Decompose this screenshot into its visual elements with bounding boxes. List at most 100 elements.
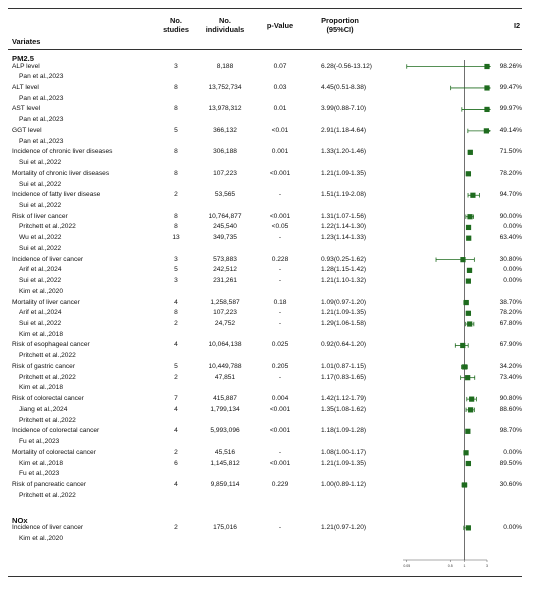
study-label: Sui et al.,2022 bbox=[19, 201, 62, 209]
i2-value: 78.20% bbox=[499, 169, 522, 177]
i2-value: 0.00% bbox=[503, 266, 522, 274]
point-estimate bbox=[463, 450, 469, 456]
point-estimate bbox=[460, 257, 466, 263]
studies-value: 2 bbox=[174, 191, 178, 199]
x-tick-label: 1 bbox=[463, 564, 465, 568]
i2-value: 0.00% bbox=[503, 277, 522, 285]
individuals-value: 45,516 bbox=[214, 448, 236, 456]
proportion-ci: 6.28(-0.56-13.12) bbox=[321, 62, 372, 70]
proportion-ci: 1.22(1.14-1.30) bbox=[321, 223, 367, 231]
study-label: Wu et al.,2022 bbox=[19, 234, 62, 242]
i2-value: 78.20% bbox=[499, 309, 522, 317]
studies-value: 2 bbox=[174, 448, 178, 456]
studies-value: 4 bbox=[174, 298, 178, 306]
study-label: Kim et al.,2020 bbox=[19, 287, 63, 295]
individuals-value: 242,512 bbox=[213, 266, 237, 274]
pvalue-value: 0.001 bbox=[271, 148, 289, 156]
i2-value: 71.50% bbox=[499, 148, 522, 156]
point-estimate bbox=[463, 299, 469, 306]
studies-value: 4 bbox=[174, 405, 178, 413]
pvalue-value: - bbox=[278, 266, 282, 274]
proportion-ci: 1.28(1.15-1.42) bbox=[321, 266, 367, 274]
outcome-label: Risk of liver cancer bbox=[12, 212, 68, 220]
studies-value: 7 bbox=[174, 395, 178, 403]
study-label: Jiang et al.,2024 bbox=[19, 405, 68, 413]
study-label: Sui et al.,2022 bbox=[19, 244, 62, 252]
studies-value: 2 bbox=[174, 523, 178, 531]
studies-value: 8 bbox=[174, 148, 178, 156]
header-proportion: Proportion (95%CI) bbox=[321, 16, 359, 34]
proportion-ci: 1.31(1.07-1.56) bbox=[321, 212, 367, 220]
individuals-value: 573,883 bbox=[213, 255, 237, 263]
study-label: Pritchett et al.,2022 bbox=[19, 491, 76, 499]
i2-value: 99.47% bbox=[499, 83, 522, 91]
pvalue-value: <0.001 bbox=[269, 405, 291, 413]
pvalue-value: - bbox=[278, 320, 282, 328]
outcome-label: Incidence of liver cancer bbox=[12, 255, 84, 263]
proportion-ci: 1.09(0.97-1.20) bbox=[321, 298, 367, 306]
i2-value: 99.97% bbox=[499, 105, 522, 113]
point-estimate bbox=[462, 364, 468, 370]
header-rule bbox=[8, 49, 522, 50]
study-label: Pritchett et al.,2022 bbox=[19, 223, 76, 231]
individuals-value: 349,735 bbox=[213, 234, 237, 242]
pvalue-value: - bbox=[278, 234, 282, 242]
pvalue-value: - bbox=[278, 277, 282, 285]
individuals-value: 5,993,096 bbox=[210, 427, 240, 435]
studies-value: 3 bbox=[174, 277, 178, 285]
individuals-value: 10,764,877 bbox=[208, 212, 242, 220]
top-rule bbox=[8, 8, 522, 9]
proportion-ci: 1.21(1.10-1.32) bbox=[321, 277, 367, 285]
individuals-value: 13,752,734 bbox=[208, 83, 242, 91]
point-estimate bbox=[465, 375, 471, 381]
studies-value: 6 bbox=[174, 459, 178, 467]
proportion-ci: 1.29(1.06-1.58) bbox=[321, 320, 367, 328]
pvalue-value: <0.001 bbox=[269, 427, 291, 435]
point-estimate bbox=[466, 235, 472, 241]
study-label: Pritchett et al.,2022 bbox=[19, 352, 76, 360]
point-estimate bbox=[465, 428, 471, 434]
study-label: Pan et al.,2023 bbox=[19, 116, 64, 124]
point-estimate bbox=[460, 342, 466, 349]
study-label: Pan et al.,2023 bbox=[19, 137, 64, 145]
pvalue-value: - bbox=[278, 309, 282, 317]
study-label: Pritchett et al.,2022 bbox=[19, 416, 76, 424]
point-estimate bbox=[465, 171, 471, 177]
study-label: Arif et al.,2024 bbox=[19, 309, 62, 317]
proportion-ci: 4.45(0.51-8.38) bbox=[321, 83, 367, 91]
outcome-label: Incidence of chronic liver diseases bbox=[12, 148, 113, 156]
studies-value: 2 bbox=[174, 373, 178, 381]
individuals-value: 24,752 bbox=[214, 320, 236, 328]
study-label: Sui et al.,2022 bbox=[19, 159, 62, 167]
proportion-ci: 1.21(1.09-1.35) bbox=[321, 459, 367, 467]
i2-value: 67.80% bbox=[499, 320, 522, 328]
individuals-value: 1,799,134 bbox=[210, 405, 240, 413]
outcome-label: Incidence of liver cancer bbox=[12, 523, 84, 531]
i2-value: 89.50% bbox=[499, 459, 522, 467]
outcome-label: Risk of colorectal cancer bbox=[12, 395, 84, 403]
i2-value: 88.60% bbox=[499, 405, 522, 413]
individuals-value: 231,261 bbox=[213, 277, 237, 285]
study-label: Arif et al.,2024 bbox=[19, 266, 62, 274]
i2-value: 90.00% bbox=[499, 212, 522, 220]
individuals-value: 245,540 bbox=[213, 223, 237, 231]
proportion-ci: 1.42(1.12-1.79) bbox=[321, 395, 367, 403]
outcome-label: Risk of esophageal cancer bbox=[12, 341, 90, 349]
outcome-label: GGT level bbox=[12, 126, 42, 134]
proportion-ci: 1.23(1.14-1.33) bbox=[321, 234, 367, 242]
point-estimate bbox=[461, 482, 468, 488]
individuals-value: 1,145,812 bbox=[210, 459, 240, 467]
pvalue-value: 0.03 bbox=[273, 83, 287, 91]
point-estimate bbox=[484, 106, 490, 113]
header-i2: I2 bbox=[514, 21, 521, 30]
studies-value: 8 bbox=[174, 309, 178, 317]
studies-value: 4 bbox=[174, 480, 178, 488]
pvalue-value: - bbox=[278, 191, 282, 199]
proportion-ci: 0.92(0.64-1.20) bbox=[321, 341, 367, 349]
outcome-label: Mortality of chronic liver diseases bbox=[12, 169, 110, 177]
pvalue-value: 0.18 bbox=[273, 298, 287, 306]
header-pvalue: p-Value bbox=[266, 21, 294, 30]
x-tick-label: 0.05 bbox=[403, 564, 410, 568]
pvalue-value: - bbox=[278, 448, 282, 456]
